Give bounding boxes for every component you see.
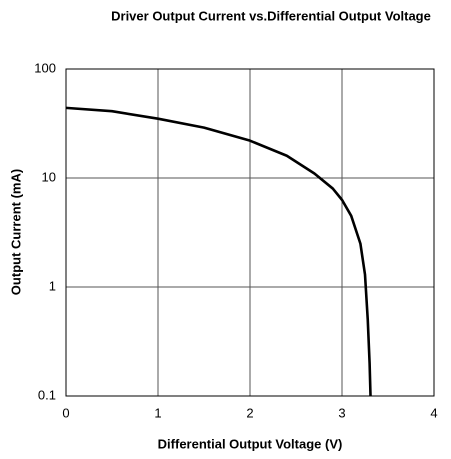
- x-tick-label: 1: [154, 405, 161, 420]
- y-tick-label: 10: [42, 169, 56, 184]
- data-line: [65, 106, 372, 397]
- x-tick-label: 4: [430, 405, 437, 420]
- y-tick-label: 1: [49, 278, 56, 293]
- x-tick-label: 0: [62, 405, 69, 420]
- x-tick-label: 2: [246, 405, 253, 420]
- chart-title: Driver Output Current vs.Differential Ou…: [111, 8, 431, 23]
- plot-frame: [65, 68, 435, 397]
- y-tick-label: 0.1: [38, 387, 56, 402]
- x-axis-label: Differential Output Voltage (V): [158, 436, 343, 451]
- x-tick-label: 3: [338, 405, 345, 420]
- y-axis-label: Output Current (mA): [8, 169, 23, 295]
- y-tick-label: 100: [34, 60, 56, 75]
